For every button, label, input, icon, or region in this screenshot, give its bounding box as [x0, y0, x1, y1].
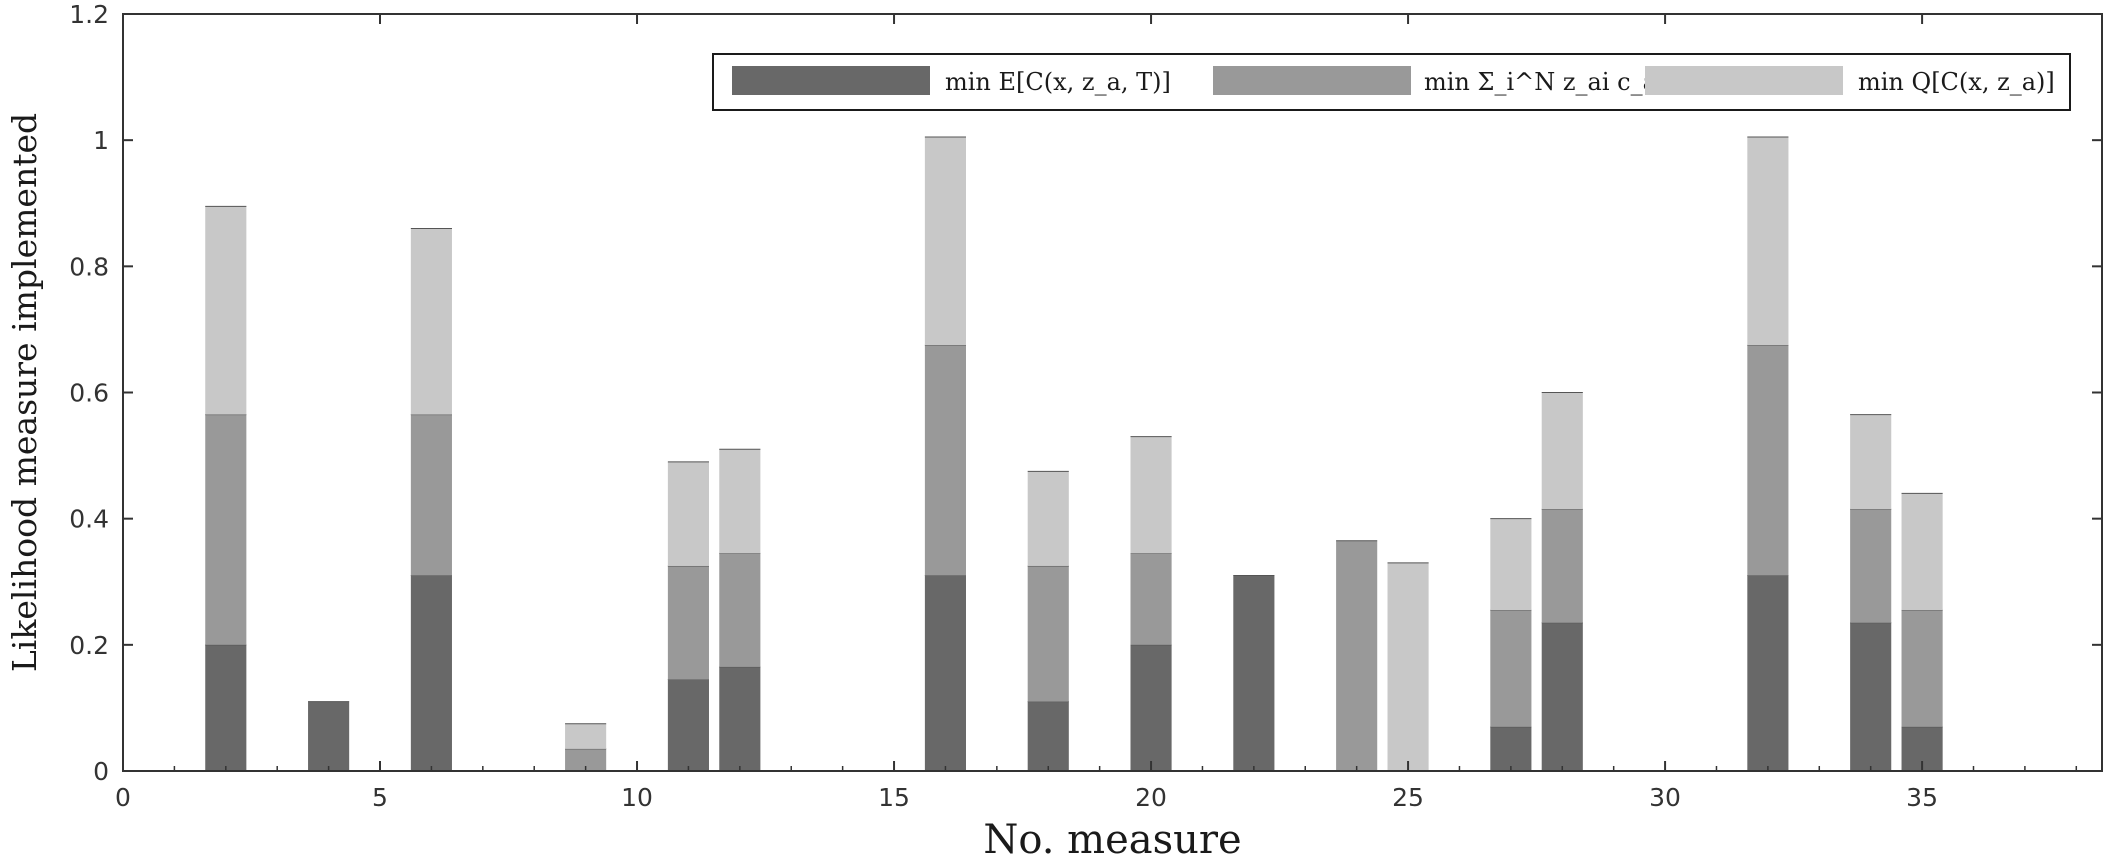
bar-s1-x18 [1027, 701, 1069, 771]
bar-s1-x32 [1747, 575, 1789, 771]
bar-s2-x11 [667, 565, 709, 680]
bar-s1-x28 [1541, 622, 1583, 771]
legend-swatch-1 [732, 66, 930, 95]
bar-s3-x25 [1387, 562, 1429, 771]
legend-label-1: min E[C(x, z_a, T)] [945, 68, 1171, 96]
bar-s3-x27 [1490, 518, 1532, 611]
bar-s2-x16 [924, 345, 966, 576]
bar-s2-x12 [719, 553, 761, 667]
bar-s2-x20 [1130, 553, 1172, 645]
bar-s2-x9 [565, 748, 607, 771]
y-tick-label-0.8: 0.8 [69, 252, 109, 281]
y-tick-label-1: 1 [93, 126, 109, 155]
bar-s3-x28 [1541, 392, 1583, 510]
bar-s1-x4 [308, 701, 350, 771]
legend-label-3: min Q[C(x, z_a)] [1858, 68, 2055, 96]
bar-s3-x20 [1130, 436, 1172, 554]
bar-s1-x22 [1233, 575, 1275, 771]
y-tick-label-0.6: 0.6 [69, 379, 109, 408]
y-tick-label-0.2: 0.2 [69, 631, 109, 660]
x-axis-title: No. measure [983, 817, 1241, 860]
legend: min E[C(x, z_a, T)] min Σ_i^N z_ai c_ai mi… [712, 53, 2071, 111]
bar-s1-x20 [1130, 644, 1172, 771]
legend-label-2: min Σ_i^N z_ai c_ai [1424, 68, 1665, 96]
bar-s3-x32 [1747, 137, 1789, 346]
bar-s1-x27 [1490, 726, 1532, 771]
bar-s2-x27 [1490, 610, 1532, 727]
bar-s2-x18 [1027, 565, 1069, 702]
bar-s1-x12 [719, 666, 761, 771]
bars-layer [205, 136, 1943, 771]
x-tick-label-35: 35 [1906, 783, 1938, 812]
bar-s1-x2 [205, 644, 247, 771]
x-tick-label-20: 20 [1135, 783, 1167, 812]
bar-s2-x28 [1541, 509, 1583, 623]
y-axis-title: Likelihood measure implemented [5, 113, 44, 672]
bar-s1-x6 [410, 575, 452, 771]
x-tick-label-0: 0 [115, 783, 131, 812]
bar-s3-x6 [410, 228, 452, 415]
bar-s2-x35 [1901, 610, 1943, 727]
x-tick-label-5: 5 [372, 783, 388, 812]
bar-s2-x34 [1850, 509, 1892, 623]
bar-s2-x6 [410, 414, 452, 576]
legend-swatch-3 [1645, 66, 1843, 95]
bar-s1-x11 [667, 679, 709, 771]
bar-s3-x11 [667, 461, 709, 566]
bar-s2-x24 [1336, 540, 1378, 771]
bar-s3-x2 [205, 206, 247, 415]
x-tick-label-15: 15 [878, 783, 910, 812]
bar-s1-x34 [1850, 622, 1892, 771]
x-tick-label-10: 10 [621, 783, 653, 812]
bar-s3-x9 [565, 723, 607, 749]
x-tick-label-30: 30 [1649, 783, 1681, 812]
y-tick-label-0.4: 0.4 [69, 505, 109, 534]
bar-s1-x16 [924, 575, 966, 771]
bar-s2-x32 [1747, 345, 1789, 576]
x-tick-label-25: 25 [1392, 783, 1424, 812]
bar-s3-x35 [1901, 493, 1943, 611]
legend-swatch-2 [1213, 66, 1411, 95]
ticks-layer: 0 5 10 15 20 25 30 35 0 0.2 0.4 0.6 0.8 1 1.2 [69, 0, 2102, 812]
bar-s3-x16 [924, 137, 966, 346]
bar-s3-x12 [719, 449, 761, 554]
bar-s3-x18 [1027, 471, 1069, 566]
bar-s2-x2 [205, 414, 247, 645]
bar-s3-x34 [1850, 414, 1892, 510]
y-tick-label-1.2: 1.2 [69, 0, 109, 29]
y-tick-label-0: 0 [93, 757, 109, 786]
